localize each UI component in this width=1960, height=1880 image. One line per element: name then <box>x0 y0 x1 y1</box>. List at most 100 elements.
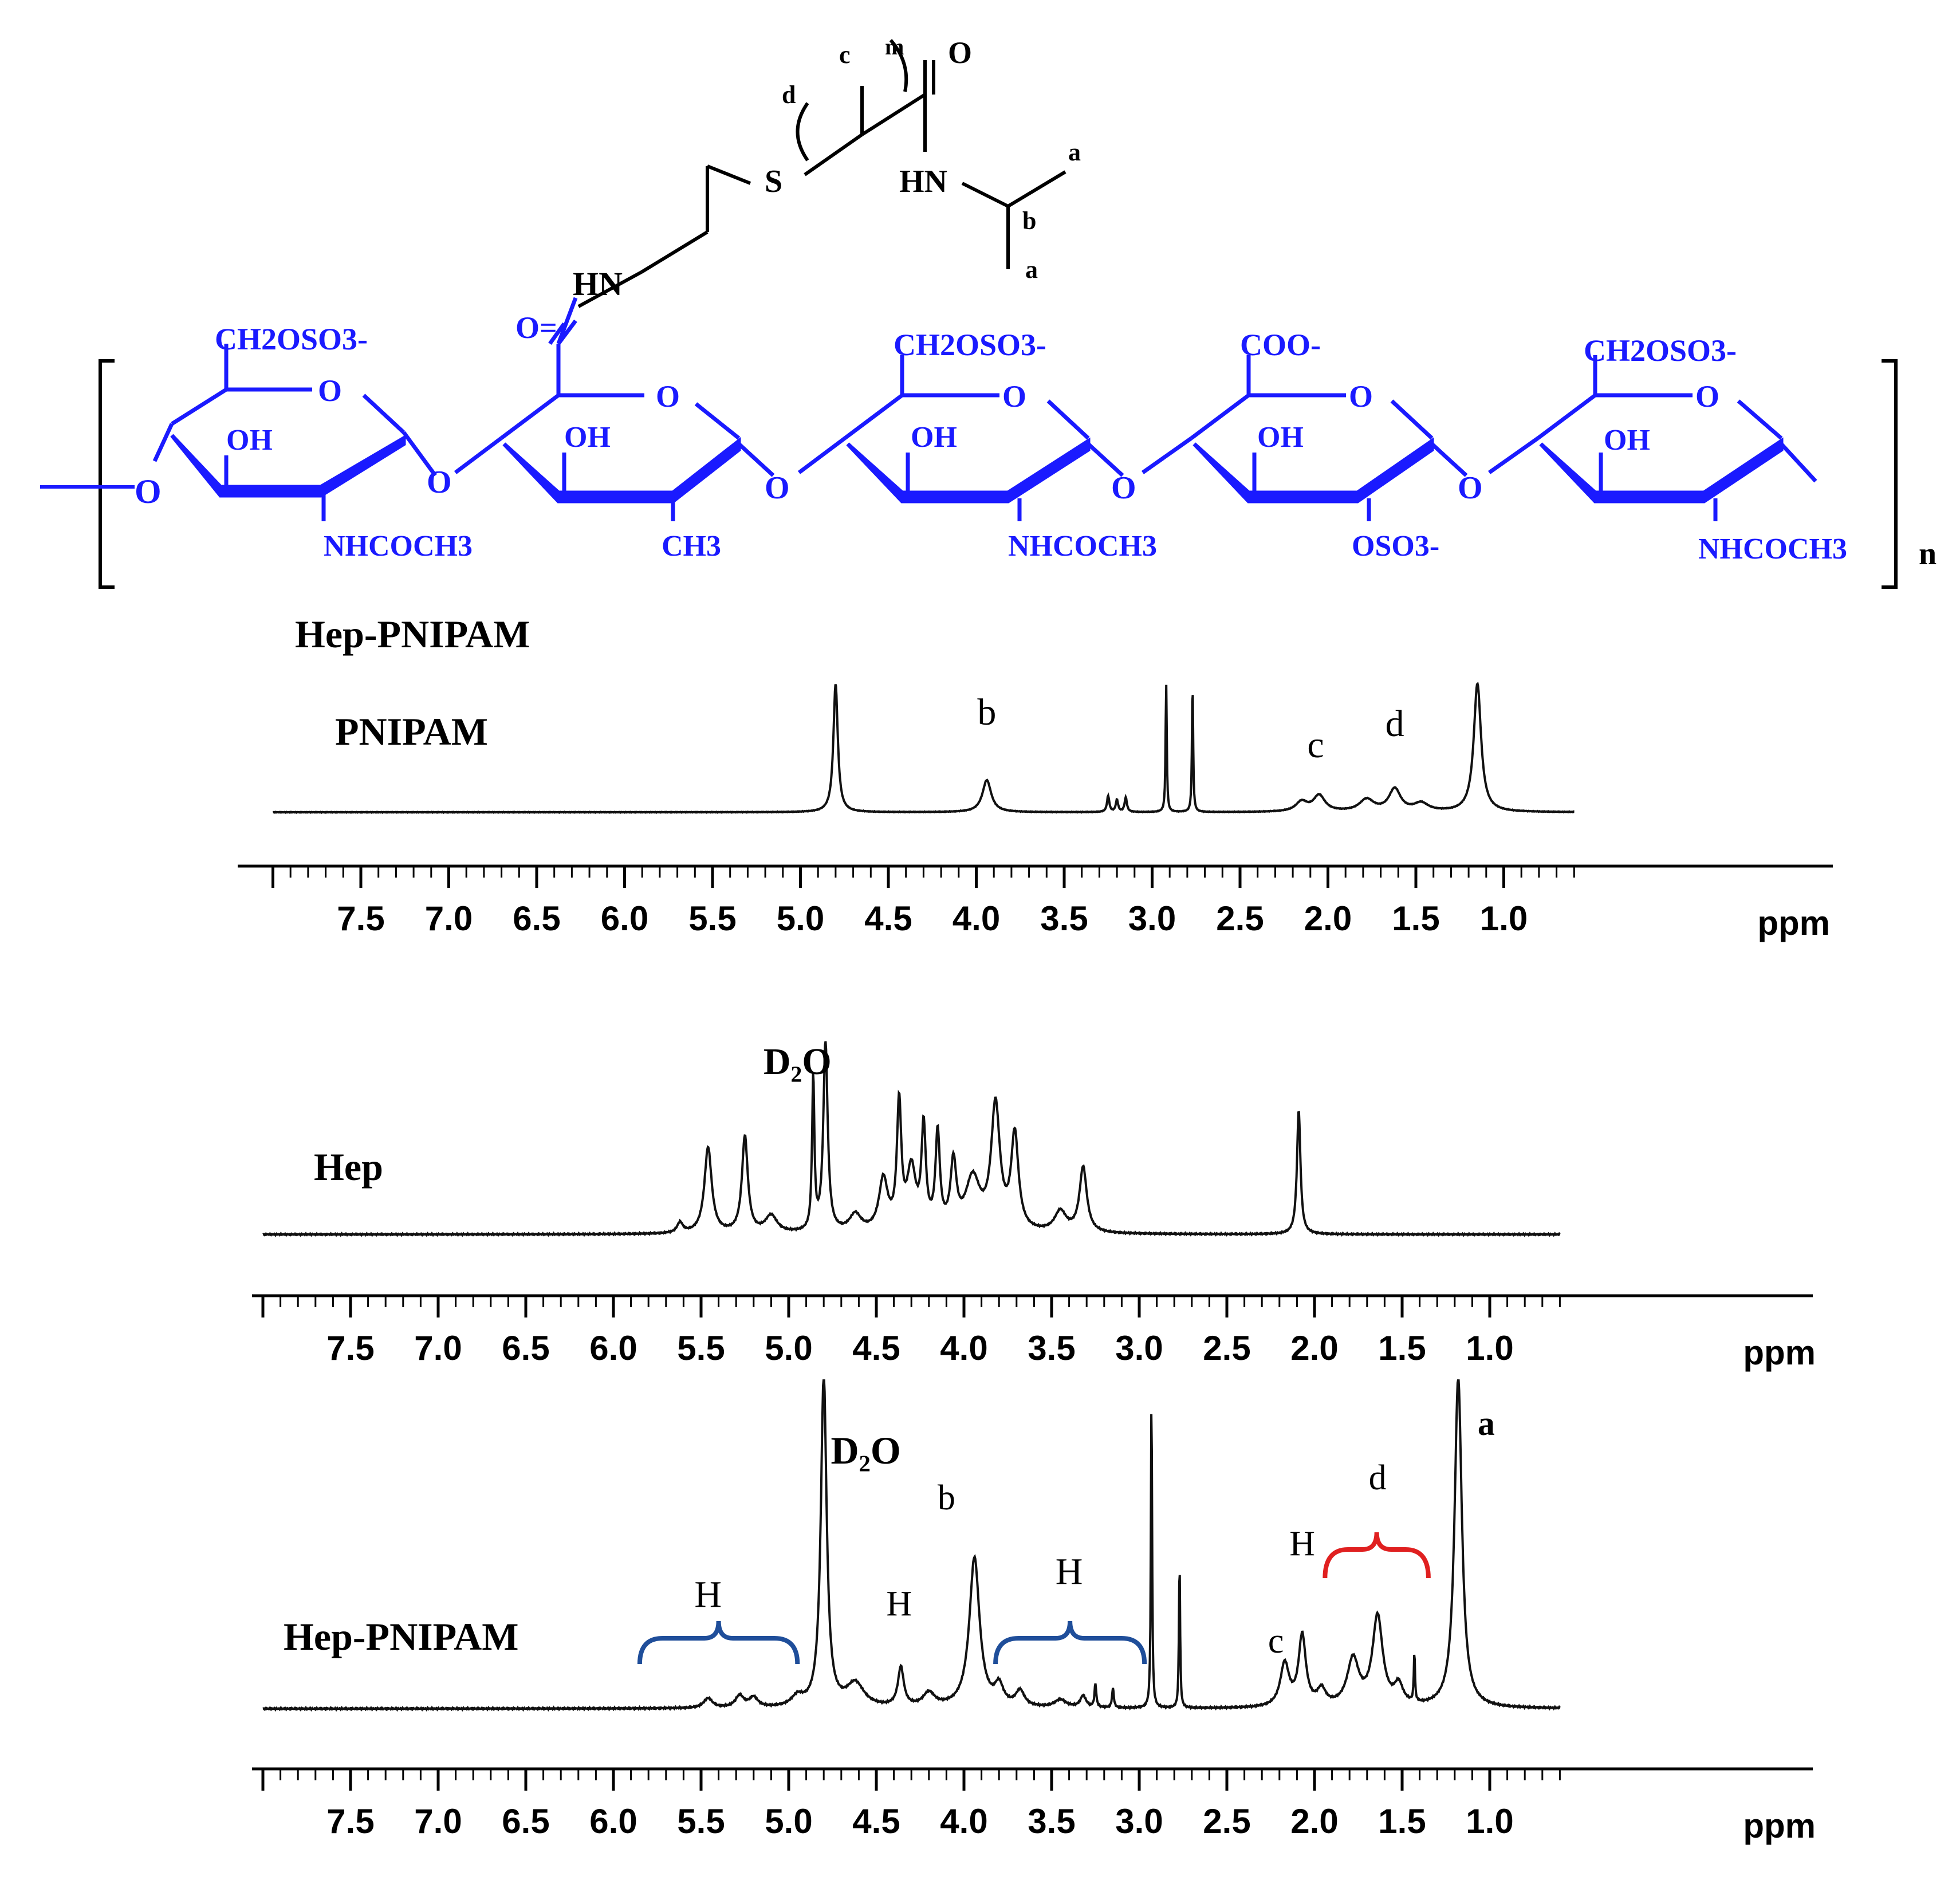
ring5-bottom-label: NHCOCH3 <box>1698 533 1847 565</box>
tick-label: 4.0 <box>940 1329 987 1367</box>
tick-label: 3.0 <box>1128 899 1176 938</box>
spectrum-line <box>273 682 1575 814</box>
link34-o-label: O <box>1111 470 1136 506</box>
tick-label: 6.5 <box>502 1802 549 1840</box>
tick-label: 1.0 <box>1466 1802 1513 1840</box>
tick-label: 2.5 <box>1203 1329 1250 1367</box>
tick-label: 2.0 <box>1304 899 1352 938</box>
a-label-top: a <box>1068 138 1081 166</box>
c-label: c <box>839 41 851 69</box>
x-axis-label: ppm <box>1743 1807 1816 1845</box>
tick-label: 1.5 <box>1378 1802 1426 1840</box>
ring1-bottom-label: NHCOCH3 <box>324 530 473 563</box>
tick-label: 2.5 <box>1203 1802 1250 1840</box>
x-axis: 7.5 7.0 6.5 6.0 5.5 5.0 4.5 4.0 3.5 3.0 2.5 2.0 1.5 1… <box>252 1294 1816 1372</box>
tick-label: 1.0 <box>1480 899 1528 938</box>
link23-o-label: O <box>765 470 790 506</box>
tick-label: 4.5 <box>864 899 912 938</box>
ring2-oh-label: OH <box>564 421 611 454</box>
tick-label: 6.0 <box>589 1802 637 1840</box>
tick-label: 3.0 <box>1115 1802 1163 1840</box>
tick-label: 2.0 <box>1290 1802 1338 1840</box>
tick-label: 7.5 <box>326 1802 374 1840</box>
ring2-o-label: O <box>656 379 680 414</box>
peak-annotation: H <box>1056 1551 1083 1592</box>
ring1-o-label: O <box>318 373 342 408</box>
tick-label: 4.5 <box>852 1802 900 1840</box>
tick-label: 1.5 <box>1392 899 1439 938</box>
sugar-ring-3 <box>797 355 1124 521</box>
peak-annotation: H <box>886 1584 912 1623</box>
tick-label: 6.0 <box>601 899 648 938</box>
x-axis: 7.5 7.0 6.5 6.0 5.5 5.0 4.5 4.0 3.5 3.0 2.5 2.0 1.5 1… <box>252 1767 1816 1845</box>
peak-annotation: d <box>1386 703 1404 745</box>
sample-label: PNIPAM <box>335 710 488 753</box>
ring4-oh-label: OH <box>1257 421 1304 454</box>
peak-annotation: d <box>1369 1458 1387 1497</box>
sample-label: Hep-PNIPAM <box>284 1615 518 1658</box>
tick-label: 5.5 <box>677 1802 725 1840</box>
tick-label: 7.5 <box>337 899 384 938</box>
spectrum-panel-3: Hep-PNIPAM 7.5 7.0 6.5 6.0 5.5 5.0 4.5 4.0 3.5 3.0… <box>252 1379 1816 1845</box>
tick-label: 5.5 <box>677 1329 725 1367</box>
peak-annotation: c <box>1307 724 1324 766</box>
tick-label: 7.0 <box>414 1802 462 1840</box>
ring2-bottom-label: CH3 <box>662 530 721 563</box>
peak-annotation: H <box>1289 1524 1315 1563</box>
x-axis-label: ppm <box>1743 1334 1816 1372</box>
tick-label: 3.5 <box>1040 899 1088 938</box>
tick-label: 5.0 <box>765 1802 812 1840</box>
red-brace <box>1323 1532 1431 1579</box>
tick-label: 3.5 <box>1028 1329 1075 1367</box>
ring4-o-label: O <box>1349 379 1373 414</box>
tick-label: 1.0 <box>1466 1329 1513 1367</box>
sample-label: Hep <box>314 1145 383 1189</box>
tick-label: 1.5 <box>1378 1329 1426 1367</box>
peak-annotation: a <box>1478 1405 1495 1442</box>
pnipam-graft <box>577 39 1066 308</box>
ring4-bottom-label: OSO3- <box>1352 530 1439 563</box>
tick-label: 6.0 <box>589 1329 637 1367</box>
tick-label: 6.5 <box>502 1329 549 1367</box>
graft-subscript-m: m <box>885 34 904 60</box>
a-label-bottom: a <box>1025 255 1038 284</box>
tick-label: 3.5 <box>1028 1802 1075 1840</box>
tick-label: 2.5 <box>1216 899 1264 938</box>
x-axis: 7.5 7.0 6.5 6.0 5.5 5.0 4.5 4.0 3.5 3.0 2.5 2.0 1.5 1… <box>238 864 1833 942</box>
ring3-top-label: CH2OSO3- <box>894 328 1046 362</box>
peak-annotation: D₂O <box>763 1041 832 1083</box>
tick-label: 5.0 <box>765 1329 812 1367</box>
link45-o-label: O <box>1458 470 1483 506</box>
x-axis-label: ppm <box>1757 904 1830 942</box>
peak-annotation: b <box>938 1478 955 1517</box>
sugar-ring-2 <box>454 297 775 521</box>
tick-label: 4.0 <box>940 1802 987 1840</box>
tick-label: 2.0 <box>1290 1329 1338 1367</box>
structure-caption: Hep-PNIPAM <box>295 612 530 656</box>
spectrum-panel-1: PNIPAM 7.5 7.0 6.5 6.0 5.5 5.0 4.5 4.0 3.5 3.0 2.5 2… <box>238 682 1833 942</box>
blue-brace <box>993 1621 1147 1665</box>
tick-label: 7.0 <box>414 1329 462 1367</box>
tick-label: 5.0 <box>777 899 824 938</box>
tick-label: 5.5 <box>688 899 736 938</box>
ring4-top-label: COO- <box>1240 328 1321 362</box>
ring5-o-label: O <box>1695 379 1719 414</box>
spectrum-line <box>262 1379 1561 1712</box>
peak-annotation: H <box>694 1574 722 1615</box>
spectrum-line <box>262 1041 1561 1237</box>
sugar-ring-1 <box>152 344 437 521</box>
peak-annotation: b <box>977 691 996 733</box>
right-bracket <box>1882 359 1898 589</box>
left-bracket <box>99 359 115 589</box>
link12-o-label: O <box>427 465 452 500</box>
o-amide-label: O <box>948 36 972 70</box>
ring3-o-label: O <box>1002 379 1026 414</box>
s-atom-label: S <box>765 164 782 199</box>
peak-annotation: D₂O <box>831 1429 900 1472</box>
blue-brace <box>637 1621 800 1665</box>
tick-label: 3.0 <box>1115 1329 1163 1367</box>
chemical-structure: n O CH2OSO3- O OH NHCOCH3 O <box>40 34 1937 656</box>
tick-label: 7.5 <box>326 1329 374 1367</box>
peak-annotation: c <box>1268 1622 1284 1661</box>
